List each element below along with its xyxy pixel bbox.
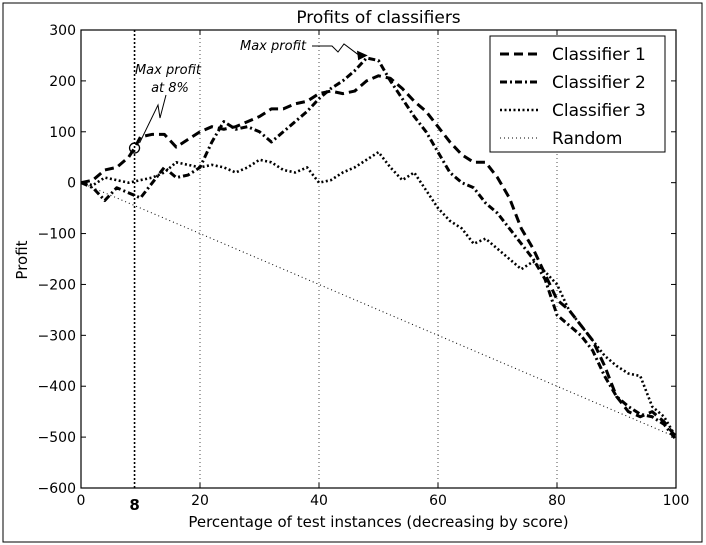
legend-label-classifier-3: Classifier 3 [552, 101, 646, 121]
marker-layer: 8 [129, 30, 140, 514]
x-tick-label: 40 [310, 493, 328, 509]
y-tick-label: −200 [38, 277, 76, 293]
axes: 0 20 40 60 80 100 300 200 100 0 −100 −200 −300 −400 −5… [38, 23, 690, 509]
legend-label-classifier-2: Classifier 2 [552, 73, 646, 93]
y-tick-label: −500 [38, 430, 76, 446]
marker-label-8: 8 [129, 496, 139, 514]
series-layer [80, 56, 678, 441]
max-profit-circle [128, 142, 141, 154]
y-tick-label: 0 [67, 176, 76, 192]
y-tick-label: 300 [49, 23, 76, 39]
annotation-1-line-2: at 8% [151, 81, 189, 96]
series-line-classifier-2 [80, 56, 678, 441]
annotation-arrowhead-2 [356, 50, 368, 61]
chart-title: Profits of classifiers [296, 8, 460, 28]
legend-label-random: Random [552, 129, 622, 149]
annotation-1-line-1: Max profit [135, 63, 202, 78]
plot-area-border [80, 29, 677, 489]
annotation-2-text: Max profit [240, 39, 307, 54]
x-tick-label: 60 [429, 493, 447, 509]
y-tick-label: 100 [49, 125, 76, 141]
x-axis-label: Percentage of test instances (decreasing… [188, 513, 568, 531]
annotation-arrow-2 [312, 43, 361, 57]
y-tick-label: −300 [38, 328, 76, 344]
legend: Classifier 1 Classifier 2 Classifier 3 Rand… [489, 35, 666, 153]
x-tick-label: 20 [191, 493, 209, 509]
annotations: Max profit at 8% Max profit [128, 39, 368, 154]
series-line-classifier-1 [80, 74, 678, 439]
x-tick-label: 0 [77, 493, 86, 509]
x-tick-label: 80 [548, 493, 566, 509]
y-axis-label: Profit [13, 240, 31, 279]
y-tick-label: 200 [49, 74, 76, 90]
y-tick-label: −600 [38, 481, 76, 497]
series-line-classifier-3 [80, 150, 678, 438]
y-tick-label: −400 [38, 379, 76, 395]
series-line-random [80, 182, 677, 438]
annotation-arrow-1 [139, 94, 167, 144]
random-series-layer [80, 182, 677, 438]
legend-label-classifier-1: Classifier 1 [552, 45, 646, 65]
x-tick-label: 100 [663, 493, 690, 509]
y-tick-label: −100 [38, 227, 76, 243]
